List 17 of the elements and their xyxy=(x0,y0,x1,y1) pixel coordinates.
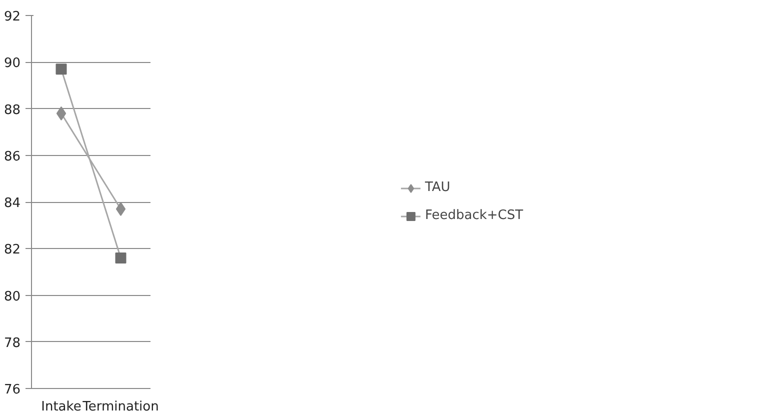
y-tick-label: 78 xyxy=(4,336,21,351)
y-tick-label: 88 xyxy=(4,102,21,118)
x-tick-label: Intake xyxy=(41,400,82,414)
y-tick-label: 90 xyxy=(4,56,21,72)
point xyxy=(56,64,67,75)
y-tick-label: 86 xyxy=(4,149,21,164)
y-tick-label: 82 xyxy=(4,242,21,258)
x-tick-label: Termination xyxy=(82,400,159,414)
point xyxy=(56,106,66,120)
y-tick-label: 92 xyxy=(4,10,21,24)
y-tick-label: 80 xyxy=(4,289,21,304)
point xyxy=(116,202,126,216)
point xyxy=(115,252,126,264)
y-tick-label: 84 xyxy=(4,196,21,211)
y-tick-label: 76 xyxy=(4,382,21,398)
legend-label: Feedback+CST xyxy=(424,208,524,223)
legend-label: TAU xyxy=(424,180,450,195)
